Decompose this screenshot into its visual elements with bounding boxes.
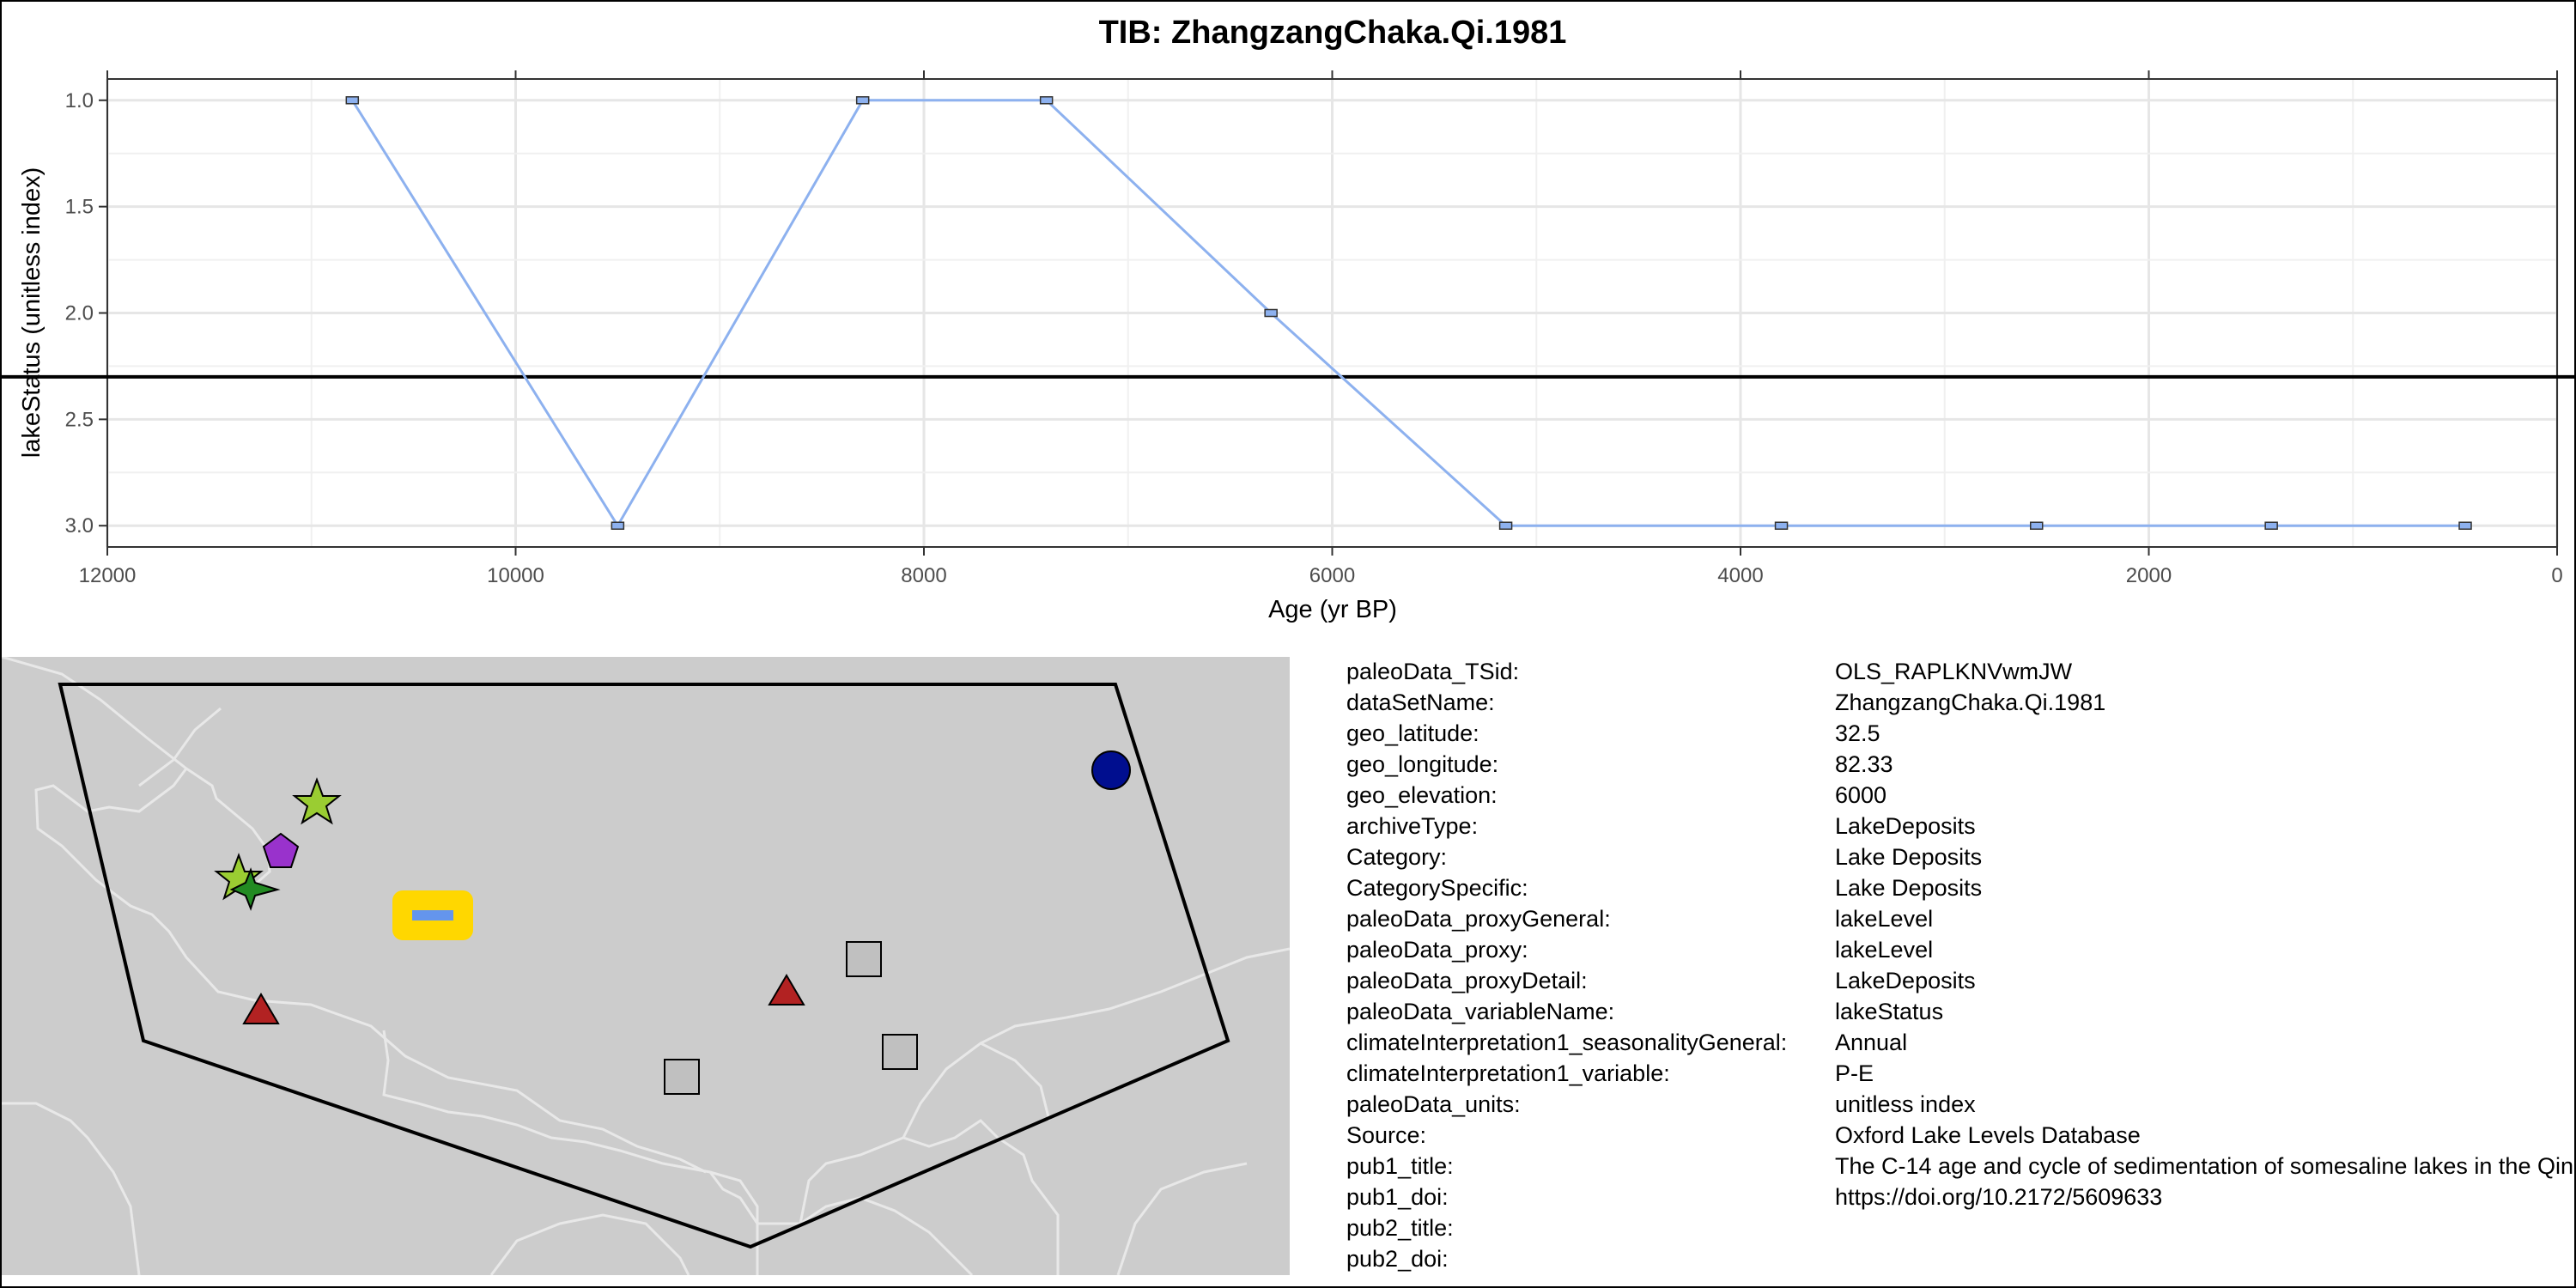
metadata-value: ZhangzangChaka.Qi.1981 (1835, 690, 2106, 715)
y-tick-label: 2.5 (65, 408, 94, 431)
data-point (855, 96, 870, 105)
site-marker-square (882, 1034, 918, 1070)
x-tick-label: 6000 (1309, 564, 1355, 587)
metadata-key: paleoData_variableName: (1346, 999, 1615, 1024)
metadata-key: climateInterpretation1_variable: (1346, 1060, 1670, 1086)
data-point (1264, 308, 1278, 318)
site-marker-circle (1091, 750, 1131, 790)
site-marker-square (664, 1059, 700, 1095)
border-line-6 (799, 1119, 1060, 1275)
site-marker-highlight-inner (412, 910, 453, 920)
border-line-3 (138, 707, 222, 787)
metadata-value: OLS_RAPLKNVwmJW (1835, 659, 2073, 684)
x-tick-label: 8000 (901, 564, 946, 587)
x-tick-label: 10000 (487, 564, 544, 587)
chart-title: TIB: ZhangzangChaka.Qi.1981 (1099, 15, 1567, 51)
border-line-2 (34, 768, 707, 1174)
data-point (1498, 521, 1513, 530)
data-point (345, 96, 360, 105)
border-line-1 (2, 657, 271, 905)
site-map (2, 657, 1290, 1275)
metadata-key: geo_elevation: (1346, 782, 1498, 808)
metadata-key: paleoData_units: (1346, 1091, 1521, 1117)
x-tick-label: 12000 (79, 564, 137, 587)
border-line-4 (382, 1030, 759, 1275)
metadata-key: paleoData_TSid: (1346, 659, 1520, 684)
map-background (2, 657, 1290, 1275)
metadata-table: paleoData_TSid: OLS_RAPLKNVwmJW dataSetNam… (1346, 656, 2576, 1288)
x-tick-label: 2000 (2126, 564, 2172, 587)
country-borders (2, 657, 1290, 1275)
metadata-key: geo_longitude: (1346, 751, 1499, 777)
x-tick-label: 0 (2551, 564, 2562, 587)
data-point (1039, 96, 1054, 105)
metadata-key: Source: (1346, 1122, 1427, 1148)
site-marker-star (292, 777, 342, 825)
metadata-value: 32.5 (1835, 720, 1880, 746)
map-selection-polygon (58, 683, 1230, 1249)
metadata-key: CategorySpecific: (1346, 875, 1528, 901)
y-axis-label: lakeStatus (unitless index) (18, 167, 46, 459)
border-line-5 (708, 1171, 974, 1275)
x-axis-label: Age (yr BP) (1268, 596, 1397, 623)
border-line-10 (2, 1102, 141, 1275)
border-line-11 (489, 1213, 690, 1275)
x-tick-labels: 12000 10000 8000 6000 4000 2000 0 (79, 564, 2563, 587)
data-point (2458, 521, 2472, 530)
series-line (351, 99, 2466, 529)
metadata-key: geo_latitude: (1346, 720, 1479, 746)
metadata-value: unitless index (1835, 1091, 1976, 1117)
metadata-value: https://doi.org/10.2172/5609633 (1835, 1184, 2163, 1210)
metadata-key: pub1_doi: (1346, 1184, 1449, 1210)
metadata-value: LakeDeposits (1835, 813, 1976, 839)
metadata-value: Oxford Lake Levels Database (1835, 1122, 2141, 1148)
chart-grid (106, 79, 2559, 547)
border-line-9 (1116, 1162, 1248, 1275)
metadata-value: 6000 (1835, 782, 1887, 808)
y-tick-label: 3.0 (65, 514, 94, 538)
metadata-value: 82.33 (1835, 751, 1893, 777)
lake-status-chart: TIB: ZhangzangChaka.Qi.1981 12000 10000 80… (0, 15, 2576, 623)
metadata-value: Annual (1835, 1030, 1908, 1055)
metadata-value: lakeLevel (1835, 937, 1934, 963)
site-marker-star (229, 867, 281, 911)
axis-ticks (99, 70, 2558, 556)
metadata-value: P-E (1835, 1060, 1874, 1086)
metadata-key: pub2_doi: (1346, 1246, 1449, 1272)
metadata-key: paleoData_proxyDetail: (1346, 968, 1588, 993)
metadata-key: climateInterpretation1_seasonalityGenera… (1346, 1030, 1788, 1055)
metadata-value: lakeLevel (1835, 906, 1934, 932)
site-marker-pentagon (262, 832, 300, 868)
data-point (1774, 521, 1789, 530)
site-marker-triangle (768, 974, 805, 1005)
metadata-value: lakeStatus (1835, 999, 1944, 1024)
metadata-key: archiveType: (1346, 813, 1479, 839)
data-point (611, 521, 625, 530)
site-marker-triangle (242, 993, 280, 1024)
metadata-key: paleoData_proxy: (1346, 937, 1528, 963)
metadata-key: Category: (1346, 844, 1448, 870)
metadata-value: Lake Deposits (1835, 844, 1983, 870)
metadata-key: dataSetName: (1346, 690, 1495, 715)
metadata-value: Lake Deposits (1835, 875, 1983, 901)
data-point (2029, 521, 2044, 530)
y-tick-label: 2.0 (65, 302, 94, 325)
y-tick-label: 1.5 (65, 196, 94, 219)
x-tick-label: 4000 (1717, 564, 1763, 587)
metadata-value: The C-14 age and cycle of sedimentation … (1835, 1153, 2576, 1179)
series-points (345, 96, 2472, 530)
data-point (2264, 521, 2278, 530)
metadata-key: pub2_title: (1346, 1215, 1454, 1241)
border-line-8 (980, 947, 1290, 1045)
y-tick-labels: 1.0 1.5 2.0 2.5 3.0 (65, 89, 94, 538)
site-marker-square (846, 941, 882, 977)
metadata-key: paleoData_proxyGeneral: (1346, 906, 1611, 932)
series-polyline (351, 99, 2466, 529)
metadata-value: LakeDeposits (1835, 968, 1976, 993)
y-tick-label: 1.0 (65, 89, 94, 112)
metadata-key: pub1_title: (1346, 1153, 1454, 1179)
